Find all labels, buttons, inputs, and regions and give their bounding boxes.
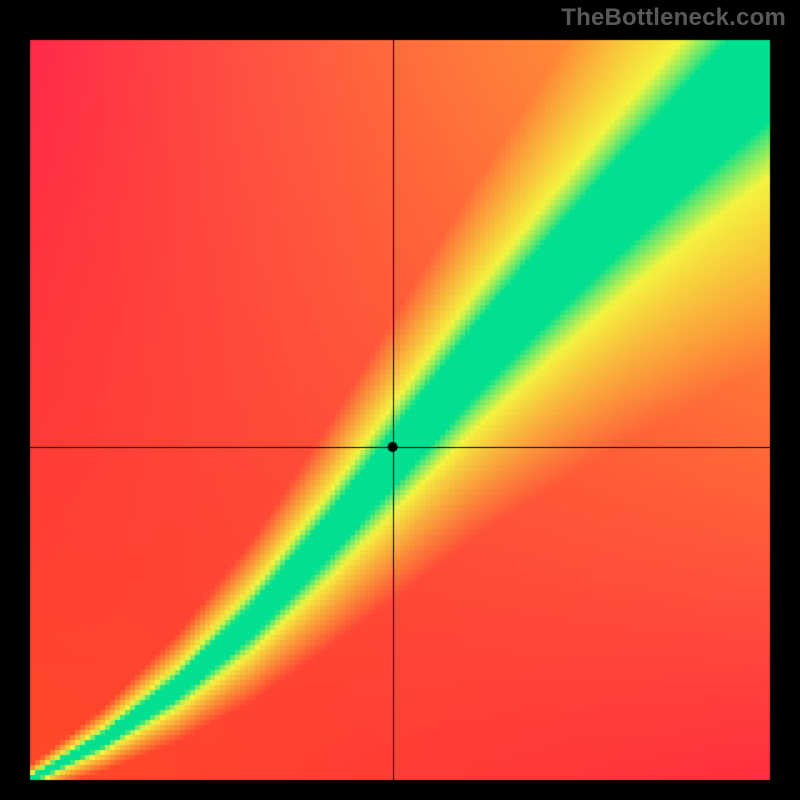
attribution-label: TheBottleneck.com <box>561 4 786 32</box>
bottleneck-heatmap <box>0 0 800 800</box>
chart-container: TheBottleneck.com <box>0 0 800 800</box>
